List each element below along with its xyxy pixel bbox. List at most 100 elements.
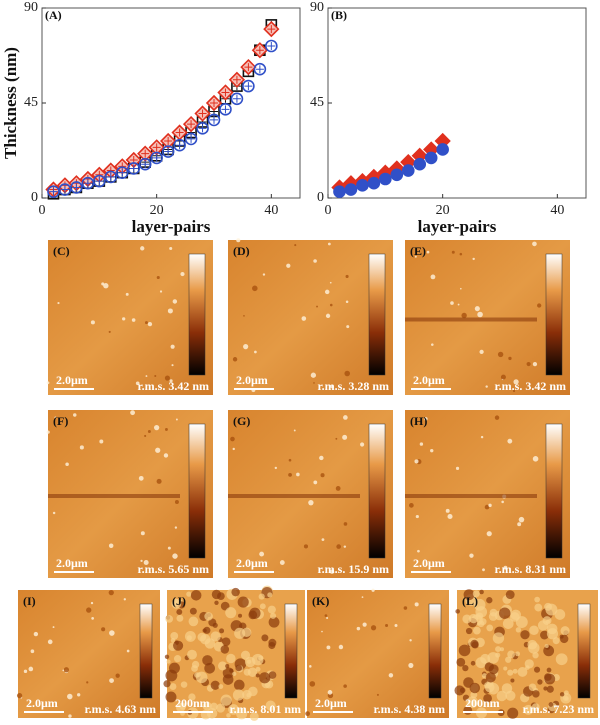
afm-feature (457, 303, 460, 306)
afm-grain (527, 639, 538, 650)
x-tick-label: 0 (325, 203, 332, 218)
afm-feature (324, 614, 328, 617)
afm-feature (140, 531, 145, 536)
afm-grain (479, 589, 484, 595)
afm-grain (240, 650, 251, 660)
afm-feature (288, 458, 292, 462)
point (379, 172, 392, 186)
point-cross (175, 128, 184, 137)
panel-label: (E) (410, 244, 426, 258)
point-cross (198, 109, 207, 118)
afm-feature (310, 372, 317, 378)
y-tick-label: 0 (317, 190, 324, 205)
point (184, 132, 198, 146)
afm-feature (108, 590, 114, 596)
afm-feature (345, 274, 349, 278)
point-cross (118, 168, 127, 177)
afm-grain (210, 631, 221, 642)
x-axis-label: layer-pairs (132, 217, 211, 236)
afm-feature (336, 544, 341, 549)
afm-feature (309, 665, 312, 668)
afm-grain (546, 685, 554, 693)
afm-grain (259, 603, 266, 610)
afm-feature (101, 282, 105, 286)
afm-grain (195, 671, 208, 684)
rms-label: r.m.s. 8.31 nm (494, 562, 566, 576)
afm-feature (236, 238, 241, 243)
rms-label: r.m.s. 7.23 nm (522, 702, 594, 716)
afm-feature (155, 447, 161, 453)
panel-label: (L) (462, 594, 478, 608)
point-cross (187, 120, 196, 129)
afm-feature (376, 693, 379, 696)
afm-feature (109, 678, 114, 683)
afm-feature (135, 381, 140, 386)
afm-feature (313, 259, 317, 263)
afm-grain (176, 608, 183, 615)
afm-feature (343, 415, 348, 420)
afm-feature (167, 308, 173, 314)
afm-grain (232, 671, 237, 677)
afm-grain (217, 592, 225, 600)
afm-grain (462, 614, 472, 624)
afm-feature (477, 311, 483, 318)
afm-grain (560, 626, 570, 636)
afm-feature (115, 673, 120, 678)
afm-feature (370, 625, 377, 631)
afm-grain (515, 651, 521, 657)
afm-grain (225, 664, 230, 669)
point (70, 181, 83, 194)
afm-grain (231, 587, 240, 597)
afm-feature (143, 559, 149, 566)
afm-feature (243, 344, 249, 350)
point (161, 145, 175, 158)
x-tick-label: 40 (264, 203, 278, 218)
afm-feature (165, 428, 168, 431)
afm-feature (33, 631, 39, 637)
afm-image: (H) 2.0μm r.m.s. 8.31 nm (405, 410, 570, 578)
afm-grain (529, 625, 539, 636)
afm-feature (455, 466, 460, 470)
afm-feature (123, 598, 126, 601)
color-bar (188, 253, 206, 376)
point-cross (255, 65, 264, 74)
afm-grain (190, 590, 202, 601)
afm-grain (505, 690, 516, 701)
afm-grain (510, 678, 515, 683)
point-cross (72, 183, 81, 192)
afm-surface (48, 240, 213, 395)
afm-feature (63, 667, 69, 673)
afm-grain (169, 683, 177, 690)
afm-grain (465, 627, 473, 635)
afm-feature (532, 362, 538, 367)
x-tick-label: 0 (39, 203, 46, 218)
afm-grain (186, 591, 192, 597)
afm-feature (309, 681, 316, 687)
afm-grain (485, 672, 496, 683)
afm-grain (505, 590, 515, 600)
afm-image: (I) 2.0μm r.m.s. 4.63 nm (16, 590, 160, 718)
scale-label: 2.0μm (413, 373, 445, 387)
afm-grain (528, 683, 537, 691)
afm-feature (484, 504, 490, 510)
afm-feature (147, 430, 151, 433)
afm-grain (515, 616, 528, 629)
afm-grain (235, 664, 242, 672)
panel-label: (B) (331, 8, 347, 22)
afm-grain (546, 623, 558, 635)
afm-feature (445, 508, 450, 513)
afm-feature (338, 644, 344, 650)
afm-feature (327, 242, 331, 246)
afm-grain (534, 603, 543, 612)
afm-grain (184, 630, 196, 642)
y-tick-label: 90 (24, 0, 38, 15)
point-cross (141, 160, 150, 169)
point (127, 162, 141, 175)
point (424, 151, 438, 165)
afm-feature (140, 559, 143, 562)
point-cross (267, 25, 276, 34)
afm-feature (130, 410, 136, 416)
afm-feature (169, 246, 173, 251)
afm-grain (165, 615, 174, 623)
afm-grain (222, 674, 234, 685)
